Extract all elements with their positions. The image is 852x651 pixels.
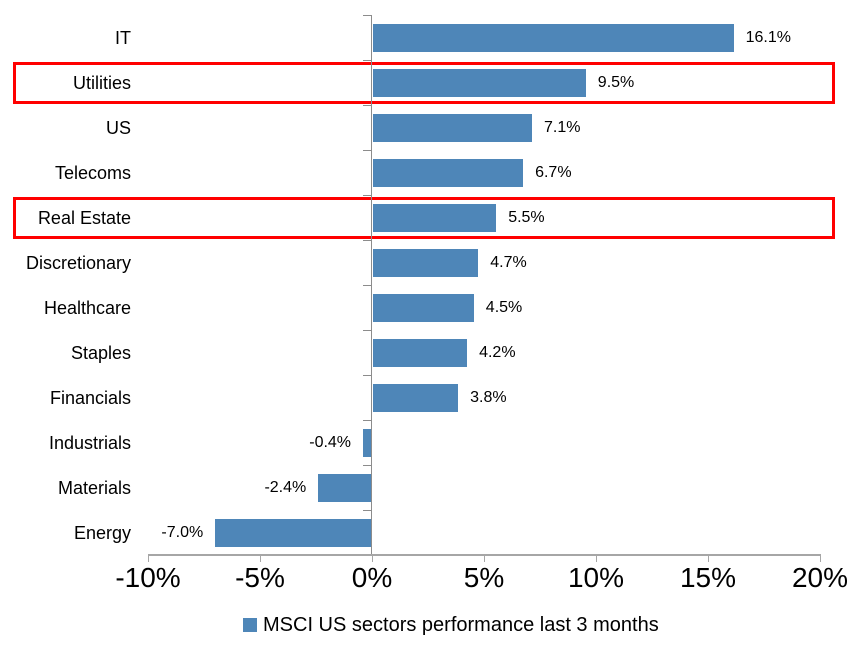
category-label: US bbox=[105, 117, 131, 138]
category-axis-tick bbox=[363, 285, 371, 286]
bar bbox=[373, 68, 586, 97]
category-label: Utilities bbox=[72, 72, 131, 93]
category-axis-tick bbox=[363, 195, 371, 196]
axis-tick-label: -10% bbox=[115, 562, 181, 593]
axis-tick-label: 0% bbox=[351, 562, 393, 593]
bar bbox=[215, 518, 372, 547]
legend: MSCI US sectors performance last 3 month… bbox=[243, 612, 659, 638]
bar bbox=[373, 113, 533, 142]
value-axis-tick bbox=[484, 556, 485, 562]
value-axis-line bbox=[148, 554, 821, 556]
axis-tick-label: 20% bbox=[791, 562, 849, 593]
category-label: Materials bbox=[57, 477, 131, 498]
value-label: 3.8% bbox=[470, 388, 507, 406]
category-label: Financials bbox=[49, 387, 131, 408]
value-label: 4.2% bbox=[479, 343, 516, 361]
category-label: Real Estate bbox=[37, 207, 131, 228]
bar bbox=[373, 338, 468, 367]
value-label: 5.5% bbox=[508, 208, 545, 226]
value-label: 4.7% bbox=[490, 253, 527, 271]
category-axis-tick bbox=[363, 15, 371, 16]
bar bbox=[363, 428, 372, 457]
value-label: -0.4% bbox=[309, 433, 352, 451]
value-axis-tick bbox=[708, 556, 709, 562]
category-label: Industrials bbox=[48, 432, 131, 453]
category-axis-tick bbox=[363, 150, 371, 151]
category-axis-line bbox=[371, 15, 372, 554]
category-axis-tick bbox=[363, 60, 371, 61]
category-label: Discretionary bbox=[25, 252, 131, 273]
category-axis-tick bbox=[363, 510, 371, 511]
value-label: 7.1% bbox=[544, 118, 581, 136]
legend-label: MSCI US sectors performance last 3 month… bbox=[263, 614, 659, 636]
value-axis-tick bbox=[372, 556, 373, 562]
axis-tick-label: 10% bbox=[567, 562, 625, 593]
category-axis-tick bbox=[363, 240, 371, 241]
highlight-box-real-estate bbox=[13, 196, 835, 239]
category-label: IT bbox=[115, 27, 131, 48]
category-label: Telecoms bbox=[54, 162, 131, 183]
value-label: 4.5% bbox=[485, 298, 523, 316]
value-label: 9.5% bbox=[597, 73, 635, 91]
value-label: -7.0% bbox=[161, 523, 204, 541]
value-label: 16.1% bbox=[745, 28, 791, 46]
category-label: Healthcare bbox=[43, 297, 131, 318]
value-axis-tick bbox=[820, 556, 821, 562]
bar bbox=[373, 23, 734, 52]
bar bbox=[373, 158, 524, 187]
value-label: 6.7% bbox=[535, 163, 572, 181]
legend-swatch-icon bbox=[243, 618, 257, 632]
value-axis-tick bbox=[260, 556, 261, 562]
value-axis-tick bbox=[148, 556, 149, 562]
category-label: Energy bbox=[73, 522, 131, 543]
category-axis-tick bbox=[363, 465, 371, 466]
bar bbox=[373, 248, 479, 277]
bar bbox=[318, 473, 372, 502]
value-label: -2.4% bbox=[264, 478, 307, 496]
category-label: Staples bbox=[70, 342, 131, 363]
category-axis-tick bbox=[363, 105, 371, 106]
axis-tick-label: 15% bbox=[679, 562, 737, 593]
category-axis-tick bbox=[363, 420, 371, 421]
bar bbox=[373, 293, 474, 322]
axis-tick-label: 5% bbox=[463, 562, 505, 593]
bar bbox=[373, 383, 459, 412]
category-axis-tick bbox=[363, 330, 371, 331]
highlight-box-utilities bbox=[13, 61, 835, 104]
category-axis-tick bbox=[363, 375, 371, 376]
bar bbox=[373, 203, 497, 232]
axis-tick-label: -5% bbox=[235, 562, 285, 593]
value-axis-tick bbox=[596, 556, 597, 562]
